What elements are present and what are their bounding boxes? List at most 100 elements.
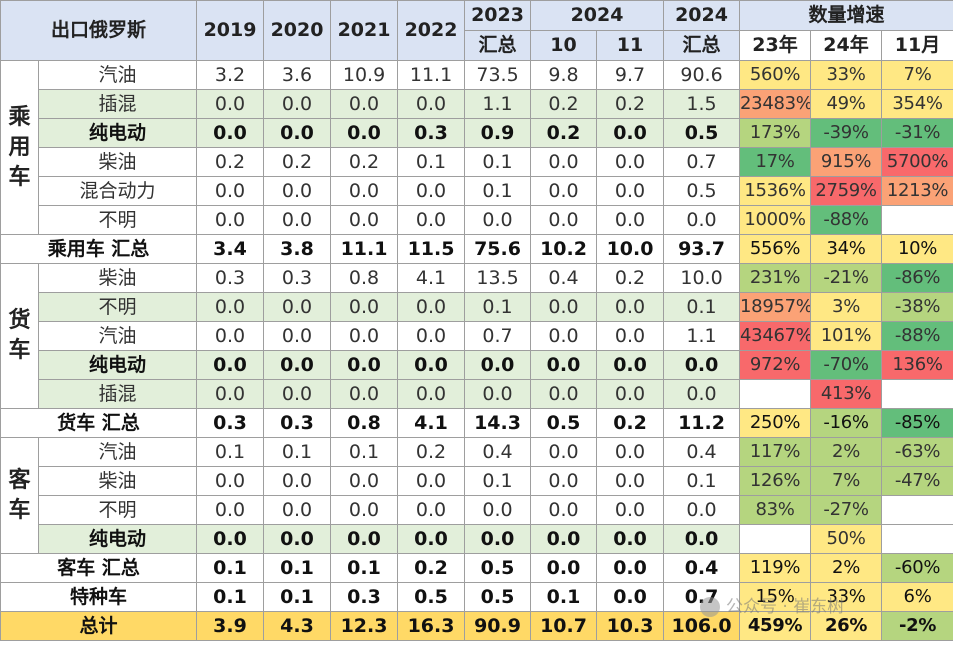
value-cell: 0.1 xyxy=(464,466,532,496)
value-cell: 0.0 xyxy=(330,292,399,322)
growth-cell: 43467% xyxy=(739,321,812,351)
value-cell: 0.0 xyxy=(530,495,598,525)
growth-cell: 17% xyxy=(739,147,812,177)
table-row: 不明 0.0 0.0 0.0 0.0 0.1 0.0 0.0 0.1 18957% 3% -38% xyxy=(1,292,953,322)
row-label: 汽油 xyxy=(37,437,198,467)
growth-cell: 126% xyxy=(739,466,812,496)
row-label: 混合动力 xyxy=(37,176,198,206)
value-cell: 3.9 xyxy=(196,611,265,641)
value-cell: 0.2 xyxy=(596,408,665,438)
group-label-truck: 货车 xyxy=(0,263,39,409)
value-cell: 0.0 xyxy=(330,466,399,496)
value-cell: 0.0 xyxy=(196,292,265,322)
growth-cell: -27% xyxy=(810,495,883,525)
value-cell: 0.0 xyxy=(263,466,332,496)
value-cell: 0.1 xyxy=(196,582,265,612)
value-cell: 0.3 xyxy=(263,263,332,293)
table-row: 汽油 0.0 0.0 0.0 0.0 0.7 0.0 0.0 1.1 43467% 101% -88% xyxy=(1,321,953,351)
col-2021: 2021 xyxy=(330,0,399,61)
value-cell: 4.1 xyxy=(397,263,466,293)
value-cell: 0.0 xyxy=(263,292,332,322)
value-cell: 0.0 xyxy=(263,205,332,235)
value-cell: 0.0 xyxy=(530,321,598,351)
table-row: 乘用车 汇总 3.4 3.8 11.1 11.5 75.6 10.2 10.0 93.7 556%… xyxy=(0,234,953,264)
table-row: 柴油 0.2 0.2 0.2 0.1 0.1 0.0 0.0 0.7 17% 915% 5700% xyxy=(1,147,953,177)
growth-cell: 560% xyxy=(739,60,812,90)
value-cell: 0.5 xyxy=(663,118,741,148)
value-cell: 12.3 xyxy=(330,611,399,641)
growth-cell: 354% xyxy=(881,89,953,119)
value-cell: 0.0 xyxy=(596,553,665,583)
value-cell: 0.1 xyxy=(263,582,332,612)
value-cell: 0.0 xyxy=(196,205,265,235)
row-label: 汽油 xyxy=(37,60,198,90)
growth-cell: 173% xyxy=(739,118,812,148)
col-2024-11: 11 xyxy=(596,30,665,61)
value-cell: 0.3 xyxy=(330,582,399,612)
value-cell: 0.0 xyxy=(663,495,741,525)
growth-cell xyxy=(739,524,812,554)
row-label: 插混 xyxy=(37,89,198,119)
row-label: 纯电动 xyxy=(37,118,198,148)
growth-cell: 556% xyxy=(739,234,812,264)
value-cell: 0.0 xyxy=(596,205,665,235)
growth-cell: 5700% xyxy=(881,147,953,177)
value-cell: 0.2 xyxy=(330,147,399,177)
value-cell: 1.1 xyxy=(464,89,532,119)
group-label-bus: 客车 xyxy=(0,437,39,554)
value-cell: 0.0 xyxy=(397,466,466,496)
row-label: 客车 汇总 xyxy=(0,553,198,583)
value-cell: 0.5 xyxy=(663,176,741,206)
value-cell: 0.0 xyxy=(596,321,665,351)
value-cell: 0.7 xyxy=(663,147,741,177)
growth-header: 数量增速 xyxy=(739,0,953,31)
table-row: 插混 0.0 0.0 0.0 0.0 0.0 0.0 0.0 0.0 413% xyxy=(1,379,953,409)
value-cell: 0.5 xyxy=(530,408,598,438)
value-cell: 0.4 xyxy=(663,553,741,583)
value-cell: 0.0 xyxy=(330,379,399,409)
value-cell: 0.0 xyxy=(397,321,466,351)
value-cell: 0.4 xyxy=(530,263,598,293)
value-cell: 3.2 xyxy=(196,60,265,90)
growth-cell: 119% xyxy=(739,553,812,583)
growth-cell: -86% xyxy=(881,263,953,293)
growth-cell: 83% xyxy=(739,495,812,525)
value-cell: 0.0 xyxy=(530,437,598,467)
value-cell: 0.0 xyxy=(263,118,332,148)
value-cell: 0.1 xyxy=(196,437,265,467)
growth-cell: 972% xyxy=(739,350,812,380)
value-cell: 0.0 xyxy=(330,321,399,351)
value-cell: 11.1 xyxy=(397,60,466,90)
value-cell: 0.0 xyxy=(263,379,332,409)
col-growth-11: 11月 xyxy=(881,30,953,61)
value-cell: 0.0 xyxy=(464,205,532,235)
value-cell: 0.0 xyxy=(263,350,332,380)
table-row: 插混 0.0 0.0 0.0 0.0 1.1 0.2 0.2 1.5 23483% 49% 354% xyxy=(1,89,953,119)
value-cell: 0.0 xyxy=(397,495,466,525)
growth-cell xyxy=(881,495,953,525)
value-cell: 0.0 xyxy=(596,118,665,148)
value-cell: 0.0 xyxy=(530,350,598,380)
growth-cell: 26% xyxy=(810,611,883,641)
value-cell: 11.2 xyxy=(663,408,741,438)
growth-cell: 413% xyxy=(810,379,883,409)
growth-cell: -47% xyxy=(881,466,953,496)
value-cell: 10.2 xyxy=(530,234,598,264)
growth-cell: -88% xyxy=(810,205,883,235)
value-cell: 0.0 xyxy=(596,495,665,525)
table-row: 货车 汇总 0.3 0.3 0.8 4.1 14.3 0.5 0.2 11.2 250% -16% -… xyxy=(0,408,953,438)
growth-cell: -38% xyxy=(881,292,953,322)
growth-cell: 34% xyxy=(810,234,883,264)
value-cell: 0.0 xyxy=(464,524,532,554)
value-cell: 0.0 xyxy=(663,350,741,380)
table-row: 不明 0.0 0.0 0.0 0.0 0.0 0.0 0.0 0.0 1000% -88% xyxy=(1,205,953,235)
growth-cell: 7% xyxy=(881,60,953,90)
growth-cell: -85% xyxy=(881,408,953,438)
value-cell: 0.0 xyxy=(330,89,399,119)
value-cell: 0.0 xyxy=(263,176,332,206)
value-cell: 75.6 xyxy=(464,234,532,264)
value-cell: 0.0 xyxy=(330,176,399,206)
row-label: 不明 xyxy=(37,495,198,525)
growth-cell: -63% xyxy=(881,437,953,467)
col-2024-total-year: 2024 xyxy=(663,0,741,31)
